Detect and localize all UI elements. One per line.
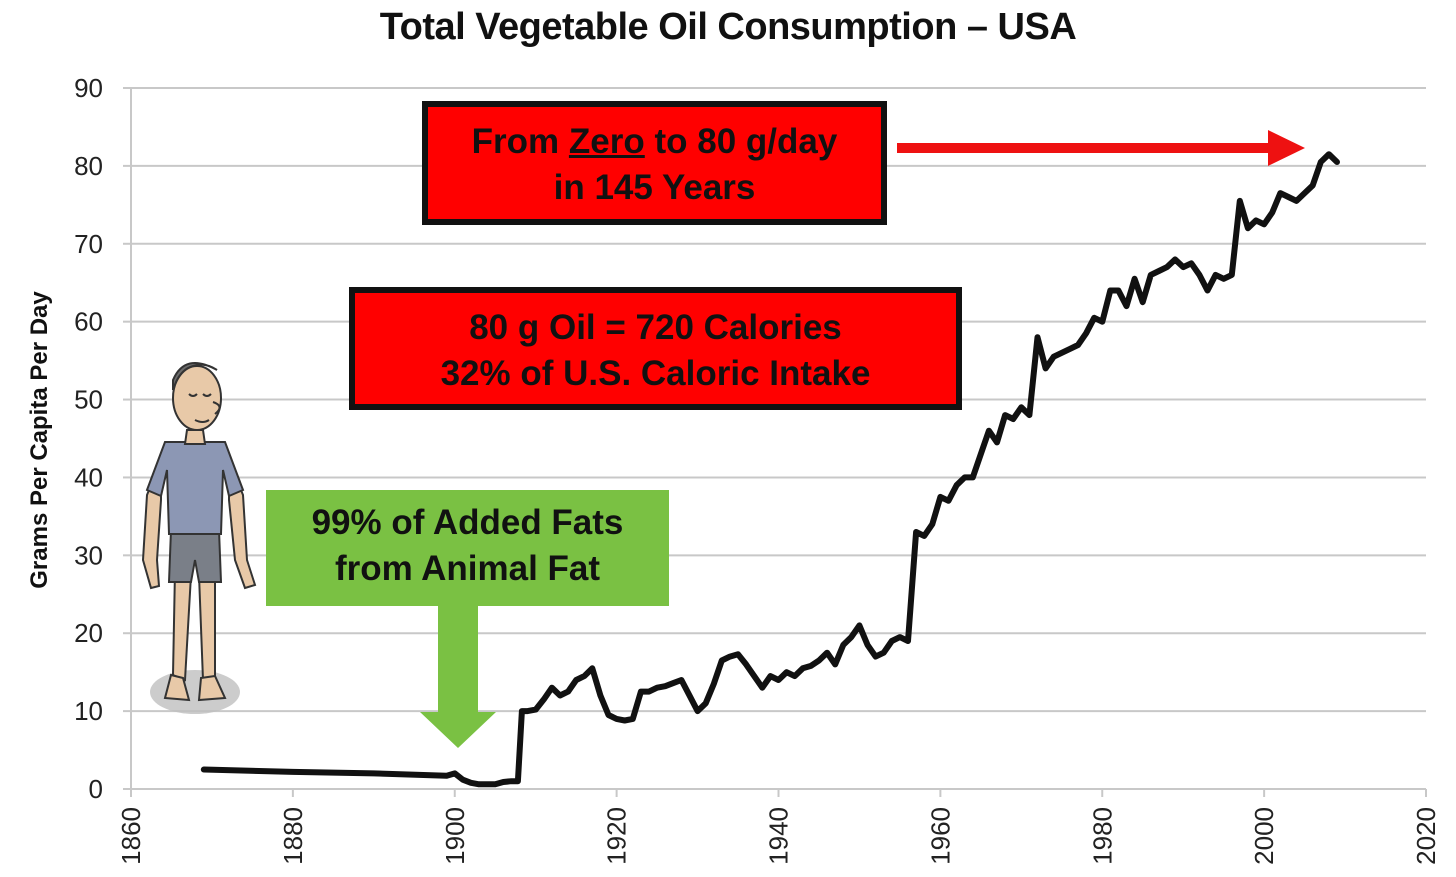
callout-zero-line2: in 145 Years	[553, 167, 756, 207]
person-illustration	[141, 361, 257, 714]
green-arrow	[420, 604, 496, 748]
arrows-layer	[420, 130, 1305, 748]
x-tick-label: 2020	[1411, 807, 1441, 865]
callout-calories: 80 g Oil = 720 Calories 32% of U.S. Calo…	[349, 287, 962, 410]
chart-title: Total Vegetable Oil Consumption – USA	[379, 6, 1077, 48]
x-tick-label: 1920	[602, 807, 632, 865]
y-tick-label: 60	[74, 307, 103, 337]
callout-zero-prefix: From	[471, 122, 569, 161]
y-axis-label: Grams Per Capita Per Day	[26, 291, 53, 589]
y-tick-label: 20	[74, 618, 103, 648]
y-tick-label: 30	[74, 540, 103, 570]
x-tick-label: 2000	[1249, 807, 1279, 865]
y-tick-label: 70	[74, 229, 103, 259]
y-tick-label: 80	[74, 151, 103, 181]
callout-zero-line1: From Zero to 80 g/day	[428, 119, 881, 165]
callout-zero-emph: Zero	[568, 122, 645, 161]
x-tick-label: 1880	[278, 807, 308, 865]
red-arrow-head	[1268, 130, 1305, 166]
callout-calories-line1: 80 g Oil = 720 Calories	[469, 308, 842, 347]
x-tick-label: 1900	[440, 807, 470, 865]
callout-animal-line1: 99% of Added Fats	[311, 503, 624, 542]
x-tick-label: 1960	[925, 807, 955, 865]
x-axis: 1860 1880 1900 1920 1940 1960 1980 2000 2020	[116, 788, 1441, 865]
y-tick-label: 0	[89, 774, 103, 804]
callout-animal-fat: 99% of Added Fats from Animal Fat	[266, 490, 669, 606]
callout-zero-to-80: From Zero to 80 g/day in 145 Years	[422, 101, 887, 225]
y-tick-label: 90	[74, 73, 103, 103]
x-tick-label: 1860	[116, 807, 146, 865]
callout-animal-line2: from Animal Fat	[334, 548, 601, 588]
series-layer	[200, 151, 1340, 788]
y-tick-label: 40	[74, 462, 103, 492]
y-tick-label: 50	[74, 385, 103, 415]
series-line-0	[200, 151, 1340, 788]
x-tick-label: 1940	[764, 807, 794, 865]
y-axis: 0 10 20 30 40 50 60 70 80 90	[74, 73, 132, 804]
callout-zero-suffix: to 80 g/day	[644, 122, 838, 161]
x-tick-label: 1980	[1087, 807, 1117, 865]
y-tick-label: 10	[74, 696, 103, 726]
callout-calories-line2: 32% of U.S. Caloric Intake	[440, 353, 871, 393]
